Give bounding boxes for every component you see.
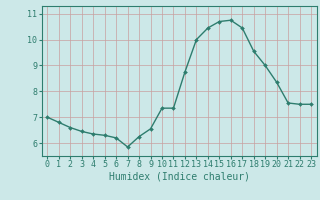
X-axis label: Humidex (Indice chaleur): Humidex (Indice chaleur) bbox=[109, 172, 250, 182]
